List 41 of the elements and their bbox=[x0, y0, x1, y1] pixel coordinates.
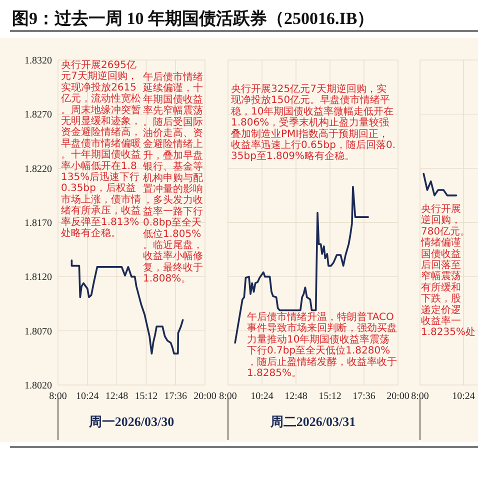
annotation: 窄幅震荡 bbox=[421, 270, 461, 282]
y-tick-label: 1.8270 bbox=[24, 110, 52, 121]
x-tick-label: 20:00 bbox=[194, 391, 216, 402]
annotation: 情绪偏谨 bbox=[420, 236, 461, 249]
annotation: 后回落至 bbox=[421, 259, 461, 271]
line-series bbox=[70, 260, 184, 354]
x-tick-label: 10:24 bbox=[76, 391, 99, 402]
annotation: 午后债市情绪升温，特朗普TACO事件导致市场来回判断，强劲买盘力量推动10年期国债收益率震荡下行0.7bp至全天低位1.8280%，随后止盈情绪发酵，收益率收于1.8285%。 bbox=[247, 311, 397, 379]
x-tick-label: 12:48 bbox=[284, 391, 308, 402]
text: 央行开展2695亿元7天期逆回购，实现净投放2615亿元，流动性宽松。周末地缘冲突暂无明显缓和迹象，资金避险情绪高，早盘债市情绪偏暖。十年期国债收益率小幅低开在1.8135%后迅速下行0.35bp，后权益市场上涨，债市情绪有所承压，收益率反弹至1.813%处略有企稳。 bbox=[61, 60, 141, 239]
annotation: 1.8235%处 bbox=[421, 326, 476, 338]
x-tick-label: 15:12 bbox=[134, 391, 158, 402]
chart-title: 图9：过去一周 10 年期国债活跃券（250016.IB） bbox=[12, 9, 374, 28]
text: 午后债市情绪延续偏谨，十年期国债收益率先窄幅震荡。随后受国际油价走高、资金避险情绪上升，叠加早盘银行、基金等机构申购与配置冲量的影响，多头发力收益率一路下行0.8bp至全天低位1.805%。临近尾盘，收益率小幅修复，最终收于1.808%。 bbox=[143, 72, 203, 285]
annotation: 收益率一 bbox=[421, 315, 461, 327]
y-tick-label: 1.8070 bbox=[24, 326, 52, 338]
annotation: 国债收益 bbox=[421, 248, 461, 260]
x-tick-label: 15:12 bbox=[318, 391, 342, 402]
x-axis-title: 周二2026/03/31 bbox=[269, 414, 356, 429]
x-tick-label: 10:24 bbox=[452, 391, 475, 402]
x-tick-label: 12:48 bbox=[105, 391, 128, 402]
x-axis-title: 周一2026/03/30 bbox=[88, 414, 174, 429]
annotation: 央行开展325亿元7天期逆回购，实现净投放150亿元。早盘债市情绪平稳，10年期国债收益率微幅走低开在1.806%，受季末机构止盈力量较强叠加制造业PMI指数高于预期回正，收益率迅速上行0.65bp，随后回落0.35bp至1.809%略有企稳。 bbox=[231, 83, 396, 162]
y-tick-label: 1.8320 bbox=[24, 56, 52, 66]
x-tick-label: 10:24 bbox=[250, 391, 274, 402]
y-tick-label: 1.8020 bbox=[24, 380, 52, 392]
x-tick-label: 8:00 bbox=[49, 391, 67, 402]
annotation: 下跌，股 bbox=[421, 292, 461, 305]
x-tick-label: 20:00 bbox=[386, 391, 410, 402]
x-tick-label: 17:36 bbox=[164, 391, 187, 402]
y-tick-label: 1.8120 bbox=[24, 272, 52, 284]
annotation: 逆回购， bbox=[421, 214, 461, 226]
annotation: 递定价逻 bbox=[421, 304, 461, 316]
x-tick-label: 8:00 bbox=[219, 391, 237, 402]
annotation: 央行开展 bbox=[421, 203, 461, 215]
annotation: 有所缓和 bbox=[421, 281, 461, 294]
x-tick-label: 8:00 bbox=[411, 391, 429, 402]
annotation: 780亿元。 bbox=[421, 226, 470, 238]
y-tick-label: 1.8220 bbox=[24, 164, 52, 175]
y-tick-label: 1.8170 bbox=[24, 218, 52, 229]
x-tick-label: 17:36 bbox=[352, 391, 376, 402]
